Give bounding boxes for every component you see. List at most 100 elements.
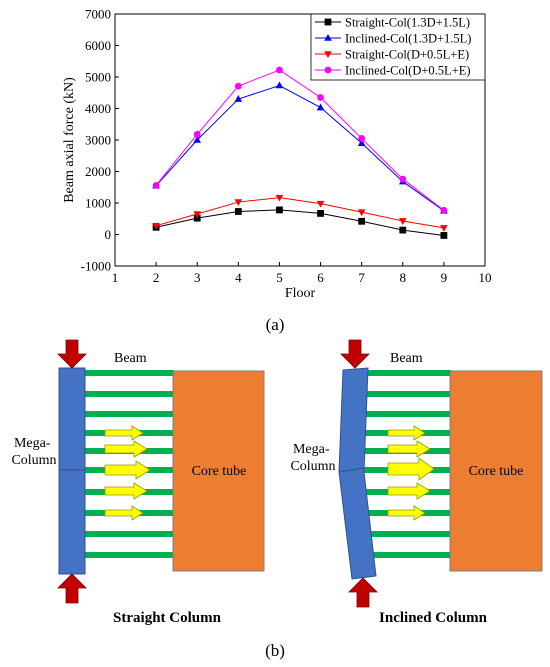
- inclined-mega-column: [338, 367, 377, 580]
- mega-column-label-line1: Mega-: [14, 436, 51, 451]
- straight-core-tube: [172, 370, 265, 572]
- x-tick-label: 2: [153, 270, 160, 285]
- x-tick-label: 10: [479, 270, 492, 285]
- data-point: [193, 214, 201, 222]
- beam: [84, 370, 174, 376]
- x-tick-label: 3: [194, 270, 201, 285]
- force-arrow: [387, 425, 426, 441]
- data-point: [357, 139, 366, 146]
- series-3: [152, 194, 448, 232]
- force-arrow: [387, 482, 431, 500]
- force-arrow: [104, 425, 144, 441]
- beam: [84, 552, 174, 558]
- straight-column-diagram: Beam Mega- Column Core tube Straight Col…: [11, 339, 265, 626]
- series-line: [156, 209, 444, 236]
- data-point: [275, 194, 284, 202]
- force-arrow: [104, 482, 148, 500]
- y-tick-label: 3000: [85, 133, 111, 148]
- data-point: [193, 136, 202, 143]
- y-tick-label: 1000: [85, 196, 111, 211]
- data-point: [399, 226, 407, 234]
- force-arrow: [387, 440, 431, 458]
- legend: Straight-Col(1.3D+1.5L) Inclined-Col(1.3D…: [310, 13, 486, 81]
- caption-b-text: (b): [265, 641, 285, 660]
- y-tick-label: 0: [105, 227, 112, 242]
- data-point: [152, 222, 160, 230]
- beam-force-arrows: [387, 425, 435, 521]
- data-point: [193, 211, 202, 219]
- y-tick-label: 4000: [85, 101, 111, 116]
- legend-marker: [324, 66, 332, 74]
- series-line: [155, 197, 444, 229]
- series-line: [155, 84, 445, 212]
- data-point: [275, 81, 284, 89]
- straight-column-title: Straight Column: [113, 610, 222, 626]
- beam-axial-force-chart: 1 2 3 4 5 6 7 8 9 10 -1000 0 1000 2000 3000 4000 5000 600…: [62, 7, 492, 302]
- axis-ticks: 1 2 3 4 5 6 7 8 9 10 -1000 0 1000 2000 3000 4000 5000 600…: [81, 7, 492, 286]
- data-point: [234, 208, 242, 215]
- beam: [365, 411, 451, 417]
- load-arrow-top: [340, 339, 370, 369]
- data-point: [276, 206, 283, 214]
- data-point: [398, 218, 407, 225]
- data-point: [276, 66, 283, 74]
- inclined-core-tube: [449, 370, 543, 572]
- data-point: [317, 94, 324, 101]
- series-2: [152, 81, 448, 214]
- data-point: [358, 135, 366, 142]
- beam: [366, 391, 451, 397]
- data-point: [234, 199, 243, 207]
- load-arrow-bottom: [57, 573, 87, 604]
- data-point: [234, 95, 243, 102]
- x-tick-label: 8: [400, 270, 407, 285]
- legend-box: [310, 13, 486, 81]
- y-axis-label: Beam axial force (kN): [62, 77, 77, 203]
- beam-label: Beam: [390, 351, 423, 366]
- data-point: [316, 200, 325, 208]
- data-point: [399, 175, 407, 183]
- legend-marker: [324, 51, 332, 58]
- mega-column-label-line2: Column: [290, 459, 335, 474]
- y-tick-label: 7000: [85, 7, 111, 22]
- core-tube-label: Core tube: [469, 464, 524, 479]
- load-arrow-top: [57, 339, 87, 369]
- beam-force-arrows: [104, 425, 151, 521]
- data-point: [317, 209, 324, 217]
- x-tick-label: 6: [317, 270, 324, 285]
- data-point: [357, 209, 366, 217]
- data-point: [358, 217, 366, 225]
- straight-mega-column: [58, 367, 86, 575]
- legend-label: Straight-Col(1.3D+1.5L): [345, 16, 470, 30]
- data-point: [234, 82, 242, 90]
- legend-marker: [324, 34, 332, 41]
- inclined-column-diagram: Beam Mega- Column Core tube Inclined Col…: [290, 339, 543, 626]
- caption-a: (a): [266, 315, 285, 334]
- force-arrow: [104, 440, 148, 458]
- y-tick-label: 6000: [85, 38, 111, 53]
- inclined-column-title: Inclined Column: [379, 610, 488, 626]
- caption-b: (b): [265, 641, 285, 660]
- legend-marker: [324, 18, 332, 26]
- series-layer: [152, 66, 448, 239]
- y-tick-label: -1000: [81, 259, 111, 274]
- force-arrow: [387, 457, 435, 481]
- beam: [367, 370, 451, 376]
- straight-beams: [84, 370, 174, 558]
- beam: [371, 531, 451, 537]
- caption-a-text: (a): [266, 315, 285, 334]
- data-point: [440, 206, 448, 214]
- data-point: [193, 130, 201, 138]
- x-tick-label: 4: [235, 270, 242, 285]
- legend-label: Inclined-Col(D+0.5L+E): [345, 64, 471, 78]
- beam: [84, 531, 174, 537]
- y-tick-label: 2000: [85, 164, 111, 179]
- y-tick-label: 5000: [85, 70, 111, 85]
- series-line: [155, 69, 445, 211]
- force-arrow: [387, 505, 426, 521]
- legend-label: Inclined-Col(1.3D+1.5L): [345, 32, 471, 46]
- beam: [84, 411, 174, 417]
- x-tick-label: 1: [112, 270, 119, 285]
- force-arrow: [104, 505, 144, 521]
- x-axis-label: Floor: [285, 286, 316, 301]
